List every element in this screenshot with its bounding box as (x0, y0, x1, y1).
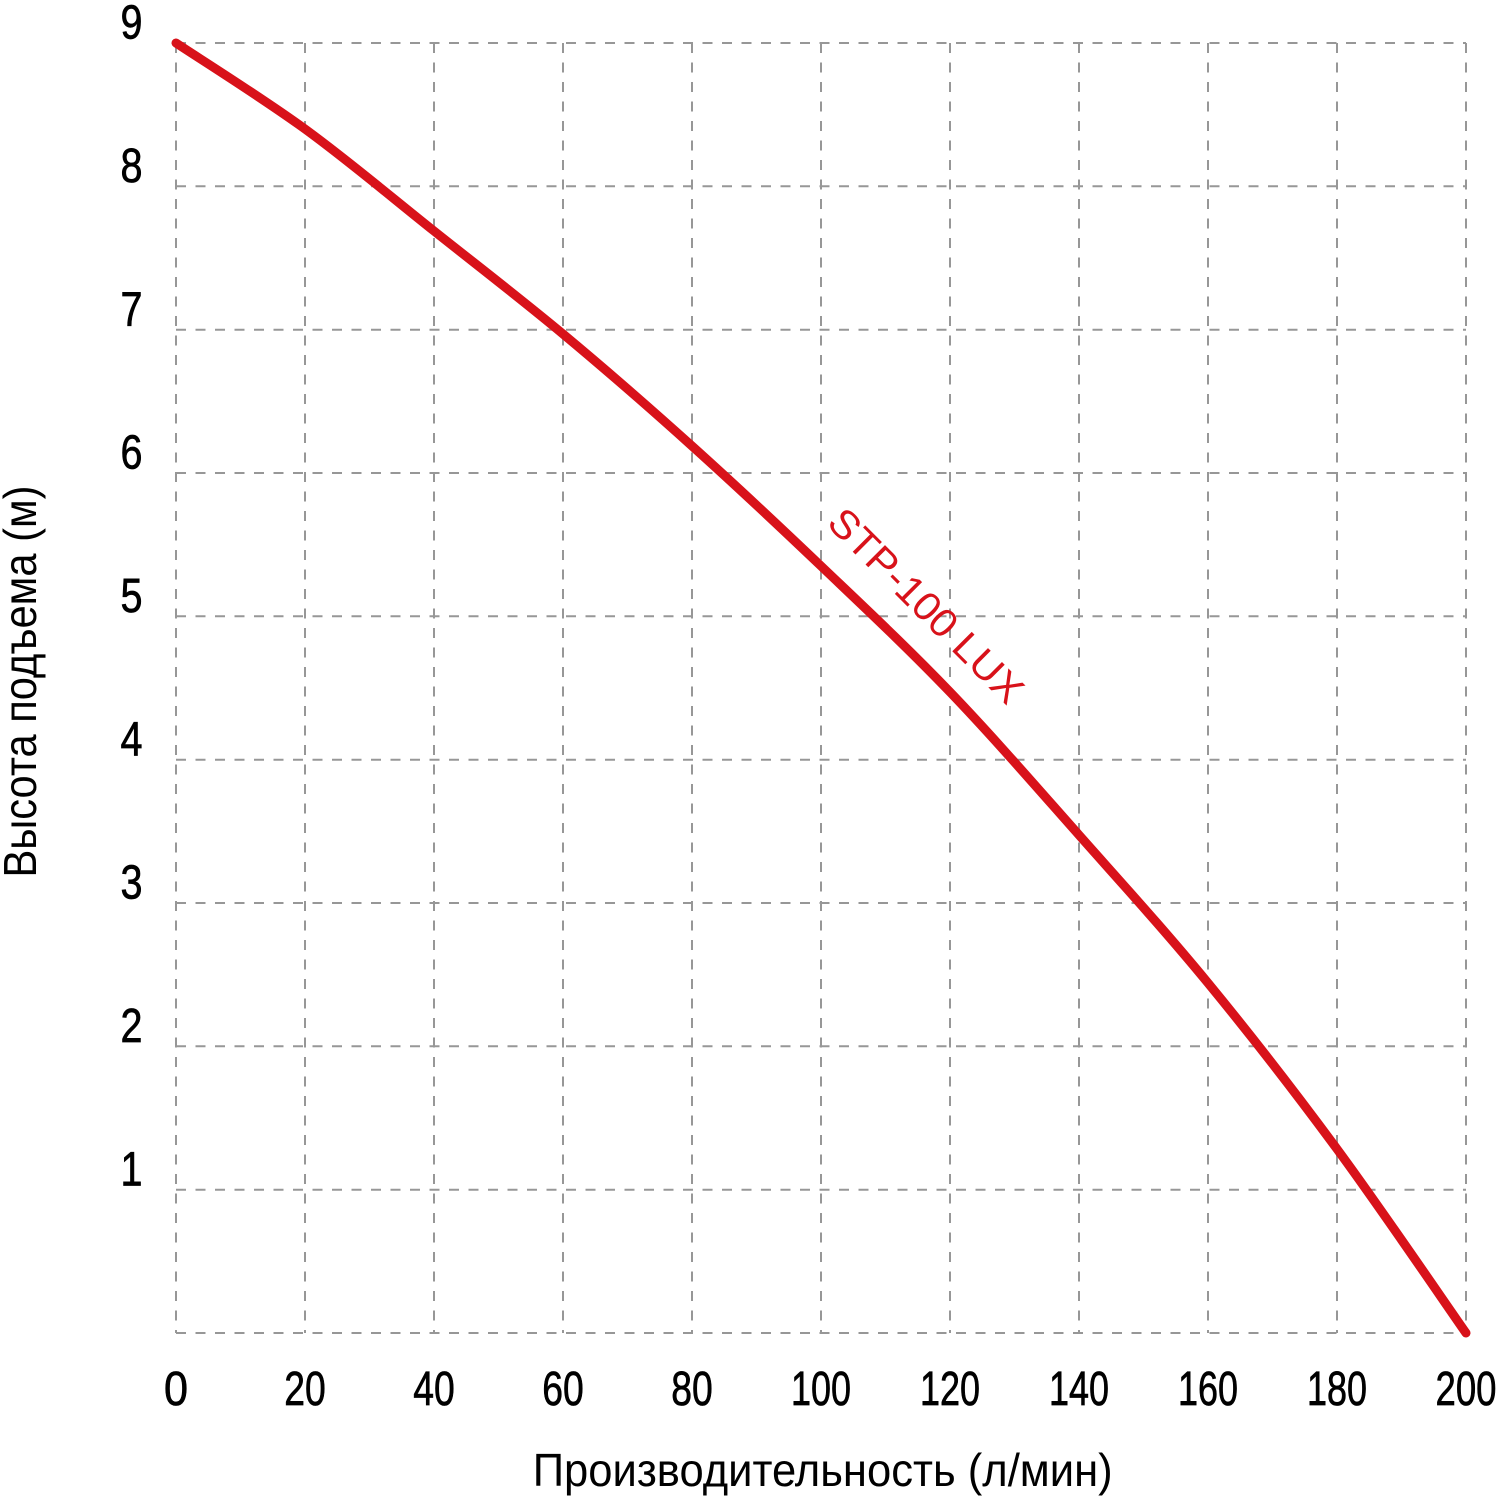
svg-text:60: 60 (542, 1362, 584, 1416)
svg-text:9: 9 (121, 0, 143, 50)
svg-text:4: 4 (121, 712, 143, 766)
svg-text:8: 8 (121, 139, 143, 193)
svg-text:120: 120 (920, 1362, 980, 1416)
svg-text:100: 100 (791, 1362, 851, 1416)
svg-text:140: 140 (1049, 1362, 1109, 1416)
svg-text:40: 40 (413, 1362, 455, 1416)
svg-text:Высота подъема (м): Высота подъема (м) (0, 486, 46, 878)
svg-text:1: 1 (121, 1142, 143, 1196)
svg-text:180: 180 (1307, 1362, 1367, 1416)
svg-text:20: 20 (284, 1362, 326, 1416)
svg-text:80: 80 (671, 1362, 713, 1416)
svg-text:3: 3 (121, 856, 143, 910)
svg-text:6: 6 (121, 426, 143, 480)
svg-text:7: 7 (121, 282, 143, 336)
svg-text:2: 2 (121, 999, 143, 1053)
svg-text:Производительность (л/мин): Производительность (л/мин) (533, 1444, 1113, 1496)
svg-text:200: 200 (1436, 1362, 1497, 1416)
svg-text:0: 0 (164, 1362, 188, 1416)
svg-text:160: 160 (1178, 1362, 1238, 1416)
svg-text:5: 5 (121, 569, 143, 623)
